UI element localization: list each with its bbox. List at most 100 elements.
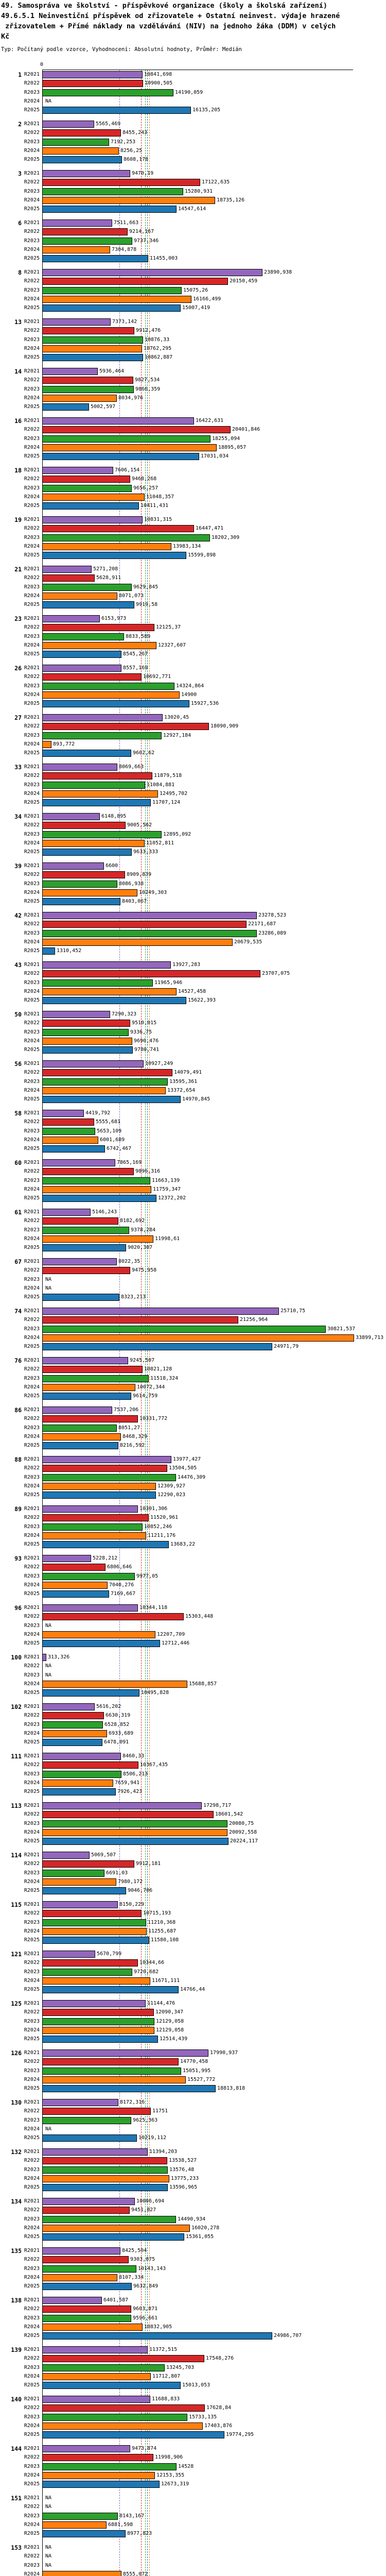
bar-r2021 — [42, 1505, 138, 1513]
bar-r2021 — [42, 467, 113, 474]
group-label: 67 — [14, 1258, 22, 1265]
series-row-label: R2025 — [24, 1096, 40, 1102]
bar-value-label: 7537,206 — [114, 1407, 139, 1413]
bar-value-label: 8555,072 — [123, 2571, 148, 2576]
bar-value-label: 18813,818 — [217, 2086, 245, 2091]
series-row-label: R2025 — [24, 849, 40, 855]
chart-title-line4: Kč — [1, 32, 10, 41]
bar-r2022 — [42, 1118, 94, 1126]
bar-r2024 — [42, 2225, 190, 2232]
group-label: 93 — [14, 1555, 22, 1562]
series-row-label: R2024 — [24, 593, 40, 599]
bar-r2025 — [42, 799, 151, 806]
bar-r2021 — [42, 764, 117, 771]
series-row-label: R2022 — [24, 1020, 40, 1026]
bar-value-label: 8150,229 — [119, 1902, 145, 1907]
bar-value-label: 11998,61 — [155, 1236, 180, 1242]
bar-value-label: 9214,167 — [129, 229, 154, 234]
bar-r2022 — [42, 822, 126, 829]
series-row-label: R2025 — [24, 701, 40, 706]
group-label: 21 — [14, 566, 22, 573]
bar-r2021 — [42, 1159, 115, 1166]
bar-r2025 — [42, 354, 143, 361]
bar-value-label: 11455,003 — [150, 256, 178, 261]
bar-r2024 — [42, 2175, 169, 2182]
bar-value-label: 9245,507 — [130, 1358, 155, 1363]
bar-value-label: 12129,058 — [156, 2019, 184, 2024]
series-row-label: R2024 — [24, 1434, 40, 1439]
bar-value-label: 11052,811 — [146, 840, 174, 846]
bar-value-label: 12495,702 — [160, 791, 188, 796]
bar-r2025 — [42, 2233, 184, 2241]
group-label: 144 — [11, 2445, 22, 2452]
series-row-label: R2025 — [24, 1541, 40, 1547]
bar-value-label: 11580,108 — [151, 1937, 179, 1943]
bar-r2022 — [42, 2009, 154, 2016]
bar-value-label: 15075,26 — [183, 287, 208, 293]
series-row-label: R2025 — [24, 997, 40, 1003]
bar-r2024 — [42, 1235, 153, 1243]
series-row-label: R2024 — [24, 1879, 40, 1885]
bar-r2021 — [42, 912, 257, 919]
bar-value-label: 6933,689 — [109, 1731, 134, 1736]
bar-r2021 — [42, 1110, 84, 1117]
bar-r2023 — [42, 2117, 131, 2124]
bar-value-label: 9629,845 — [133, 584, 159, 590]
bar-r2025 — [42, 1590, 109, 1598]
series-row-label: R2025 — [24, 750, 40, 756]
series-row-label: R2024 — [24, 1533, 40, 1538]
bar-r2022 — [42, 1168, 134, 1175]
bar-value-label: 10715,193 — [143, 1910, 171, 1916]
bar-value-label: 6600 — [106, 863, 118, 869]
bar-r2021 — [42, 516, 143, 523]
series-row-label: R2021 — [24, 863, 40, 869]
bar-value-label: 6401,587 — [103, 2297, 129, 2303]
series-row-label: R2025 — [24, 1492, 40, 1498]
bar-r2023 — [42, 1227, 129, 1234]
bar-r2024 — [42, 939, 233, 946]
series-row-label: R2023 — [24, 1029, 40, 1035]
bar-value-label: 7606,154 — [115, 467, 140, 473]
bar-value-label: 14190,059 — [175, 90, 203, 95]
bar-r2025 — [42, 1096, 181, 1103]
series-row-label: R2023 — [24, 634, 40, 639]
series-row-label: R2022 — [24, 1713, 40, 1718]
series-row-label: R2022 — [24, 1614, 40, 1619]
bar-r2023 — [42, 2166, 168, 2174]
series-row-label: R2024 — [24, 1632, 40, 1637]
bar-r2025 — [42, 1640, 160, 1647]
series-row-label: R2022 — [24, 2207, 40, 2213]
bar-r2024 — [42, 1532, 146, 1539]
bar-value-label: 11712,807 — [152, 2374, 181, 2379]
bar-value-label: 11211,176 — [148, 1533, 176, 1538]
bar-value-label: 6148,895 — [101, 814, 127, 819]
bar-r2023 — [42, 633, 124, 640]
bar-value-label: 15051,995 — [183, 2068, 211, 2074]
series-row-label: R2021 — [24, 2495, 40, 2501]
group-label: 89 — [14, 1505, 22, 1513]
bar-value-label: 8051,27 — [118, 1425, 141, 1431]
series-row-label: R2023 — [24, 1425, 40, 1431]
series-row-label: R2025 — [24, 2333, 40, 2338]
bar-value-label: 10495,828 — [141, 1690, 169, 1696]
bar-r2024 — [42, 1186, 151, 1193]
series-row-label: R2024 — [24, 1285, 40, 1291]
bar-value-label: 9827,534 — [135, 377, 160, 383]
bar-value-label: 8069,663 — [119, 764, 144, 770]
bar-value-label: 12895,092 — [163, 832, 191, 837]
bar-value-label: 313,326 — [48, 1654, 70, 1660]
series-row-label: R2025 — [24, 1195, 40, 1201]
series-row-label: R2023 — [24, 1128, 40, 1134]
series-row-label: R2025 — [24, 157, 40, 162]
series-row-label: R2024 — [24, 840, 40, 846]
bar-value-label: 20401,846 — [232, 427, 260, 432]
series-row-label: R2022 — [24, 674, 40, 680]
bar-r2024 — [42, 1829, 227, 1836]
bar-value-label: 9046,706 — [128, 1888, 153, 1893]
series-row-label: R2023 — [24, 535, 40, 540]
series-row-label: R2023 — [24, 287, 40, 293]
series-row-label: R2022 — [24, 2306, 40, 2312]
series-row-label: R2023 — [24, 2117, 40, 2123]
bar-value-label: 9977,05 — [136, 1573, 159, 1579]
group-label: 130 — [11, 2099, 22, 2106]
